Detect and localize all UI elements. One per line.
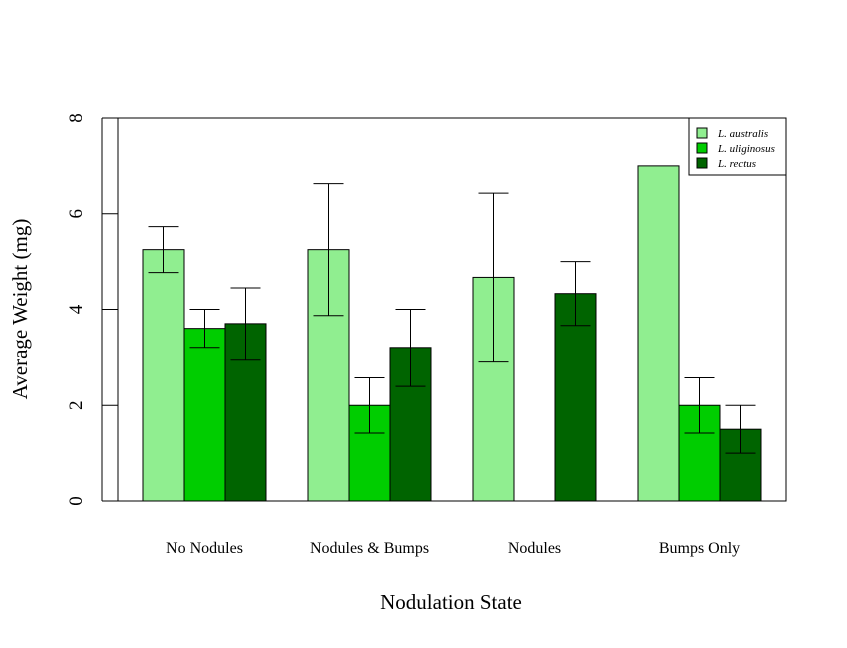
x-axis-title: Nodulation State xyxy=(380,590,522,614)
legend-swatch xyxy=(696,127,708,139)
x-tick-label: No Nodules xyxy=(166,540,243,557)
bars-group xyxy=(142,165,762,502)
error-bar-lrectus-3 xyxy=(725,404,756,454)
x-tick-label: Nodules xyxy=(508,540,561,557)
bar-laustralis-0 xyxy=(142,249,185,502)
bar-lrectus-2 xyxy=(554,293,597,502)
bar-laustralis-3 xyxy=(637,165,680,502)
legend-label: L. rectus xyxy=(717,158,756,170)
error-bars-group xyxy=(148,183,756,454)
error-bar-laustralis-2 xyxy=(478,192,509,363)
legend-label: L. uliginosus xyxy=(717,143,775,155)
error-bar-laustralis-1 xyxy=(313,183,344,317)
legend-label: L. australis xyxy=(717,128,768,140)
y-tick-label: 2 xyxy=(66,401,87,411)
legend-swatch xyxy=(696,157,708,169)
legend: L. australis L. uliginosus L. rectus xyxy=(688,117,787,176)
y-tick-label: 4 xyxy=(66,304,87,314)
error-bar-luliginosus-0 xyxy=(189,309,220,349)
bar-laustralis-2 xyxy=(472,276,515,502)
error-bar-laustralis-0 xyxy=(148,226,179,274)
y-tick-label: 0 xyxy=(66,496,87,506)
error-bar-luliginosus-3 xyxy=(684,376,715,434)
error-bar-lrectus-0 xyxy=(230,287,261,361)
error-bar-luliginosus-1 xyxy=(354,376,385,434)
legend-swatch xyxy=(696,142,708,154)
error-bar-lrectus-1 xyxy=(395,309,426,387)
y-tick-label: 8 xyxy=(66,113,87,123)
y-axis-title: Average Weight (mg) xyxy=(8,219,32,400)
x-tick-label: Nodules & Bumps xyxy=(310,540,429,557)
y-axis: 0 2 4 6 8 xyxy=(66,113,118,506)
error-bar-lrectus-2 xyxy=(560,261,591,327)
x-tick-label: Bumps Only xyxy=(659,540,740,557)
x-axis-labels: No Nodules Nodules & Bumps Nodules Bumps On… xyxy=(166,540,740,557)
y-tick-label: 6 xyxy=(66,209,87,219)
bar-luliginosus-0 xyxy=(183,328,226,502)
